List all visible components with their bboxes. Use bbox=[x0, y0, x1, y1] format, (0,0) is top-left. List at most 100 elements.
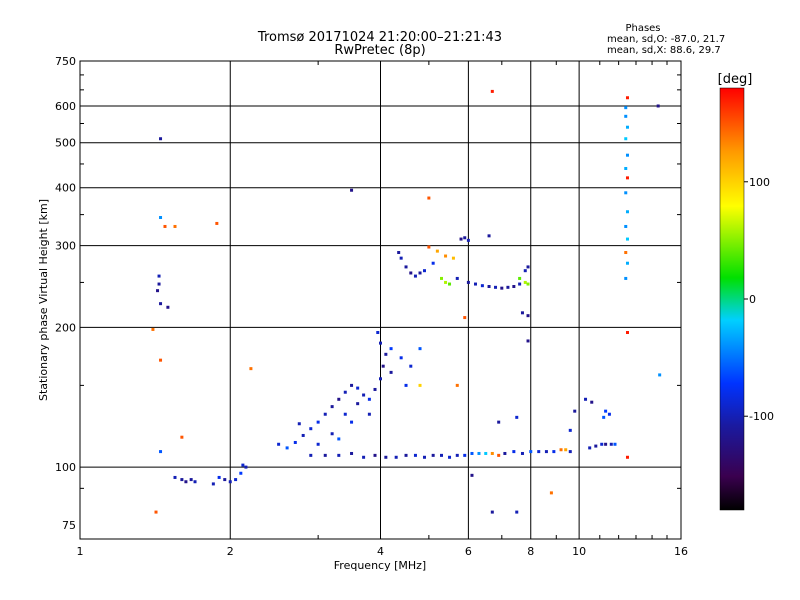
data-point bbox=[157, 274, 161, 278]
data-point bbox=[241, 463, 245, 467]
data-point bbox=[487, 234, 491, 238]
data-point bbox=[512, 285, 516, 289]
data-point bbox=[350, 383, 354, 387]
data-point bbox=[451, 256, 455, 260]
data-point bbox=[624, 251, 628, 255]
data-point bbox=[159, 450, 163, 454]
data-point bbox=[448, 282, 452, 286]
data-point bbox=[435, 249, 439, 253]
data-point bbox=[159, 216, 163, 220]
data-point bbox=[503, 451, 507, 455]
data-point bbox=[625, 331, 629, 335]
data-point bbox=[490, 89, 494, 93]
data-point bbox=[173, 475, 177, 479]
data-point bbox=[389, 370, 393, 374]
data-points bbox=[151, 89, 662, 514]
data-point bbox=[350, 451, 354, 455]
data-point bbox=[463, 453, 467, 457]
data-point bbox=[234, 478, 238, 482]
x-tick-label: 1 bbox=[77, 545, 84, 558]
data-point bbox=[356, 402, 360, 406]
data-point bbox=[397, 251, 401, 255]
data-point bbox=[624, 166, 628, 170]
data-point bbox=[584, 397, 588, 401]
data-point bbox=[211, 482, 215, 486]
data-point bbox=[625, 237, 629, 241]
data-point bbox=[384, 352, 388, 356]
x-tick-label: 2 bbox=[227, 545, 234, 558]
data-point bbox=[418, 347, 422, 351]
data-point bbox=[373, 453, 377, 457]
data-point bbox=[518, 282, 522, 286]
data-point bbox=[444, 280, 448, 284]
data-point bbox=[293, 440, 297, 444]
data-point bbox=[189, 478, 193, 482]
data-point bbox=[658, 373, 662, 377]
data-point bbox=[367, 412, 371, 416]
data-point bbox=[559, 448, 563, 452]
x-tick-label: 4 bbox=[377, 545, 384, 558]
y-axis-label: Stationary phase Virtual Height [km] bbox=[37, 199, 50, 401]
data-point bbox=[228, 480, 232, 484]
data-point bbox=[316, 442, 320, 446]
data-point bbox=[418, 271, 422, 275]
data-point bbox=[337, 437, 341, 441]
data-point bbox=[656, 104, 660, 108]
data-point bbox=[404, 265, 408, 269]
data-point bbox=[568, 428, 572, 432]
data-point bbox=[490, 451, 494, 455]
data-point bbox=[343, 412, 347, 416]
data-point bbox=[409, 364, 413, 368]
data-point bbox=[440, 276, 444, 280]
colorbar-ticks: 100 0 -100 bbox=[744, 176, 774, 423]
data-point bbox=[244, 465, 248, 469]
data-point bbox=[337, 397, 341, 401]
data-point bbox=[624, 224, 628, 228]
data-point bbox=[594, 444, 598, 448]
x-tick-label: 10 bbox=[572, 545, 586, 558]
data-point bbox=[512, 450, 516, 454]
data-point bbox=[379, 377, 382, 381]
data-point bbox=[330, 432, 334, 436]
data-point bbox=[422, 269, 426, 273]
data-point bbox=[490, 510, 494, 514]
data-point bbox=[624, 191, 628, 195]
data-point bbox=[399, 256, 403, 260]
data-point bbox=[440, 453, 444, 457]
data-point bbox=[625, 261, 629, 265]
data-point bbox=[409, 271, 413, 275]
data-point bbox=[470, 451, 474, 455]
data-point bbox=[413, 274, 417, 278]
data-point bbox=[239, 471, 243, 475]
data-point bbox=[301, 433, 305, 437]
y-tick-label: 500 bbox=[55, 137, 76, 150]
data-point bbox=[215, 221, 219, 225]
grid-lines bbox=[80, 61, 681, 539]
data-point bbox=[159, 137, 163, 141]
data-point bbox=[480, 284, 484, 288]
data-point bbox=[564, 448, 568, 452]
data-point bbox=[544, 450, 548, 454]
data-point bbox=[588, 446, 592, 450]
data-point bbox=[330, 405, 334, 409]
data-point bbox=[159, 302, 163, 306]
data-point bbox=[473, 282, 477, 286]
y-tick-label: 100 bbox=[55, 461, 76, 474]
legend-line-o: mean, sd,O: -87.0, 21.7 bbox=[607, 34, 725, 45]
data-point bbox=[523, 269, 527, 273]
data-point bbox=[223, 478, 227, 482]
data-point bbox=[362, 455, 366, 459]
data-point bbox=[607, 412, 611, 416]
chart-subtitle: RwPretec (8p) bbox=[334, 43, 425, 58]
data-point bbox=[459, 237, 463, 241]
data-point bbox=[573, 409, 577, 413]
legend-line-x: mean, sd,X: 88.6, 29.7 bbox=[607, 45, 721, 56]
data-point bbox=[337, 453, 341, 457]
data-point bbox=[379, 341, 382, 345]
x-axis-label: Frequency [MHz] bbox=[334, 559, 426, 572]
data-point bbox=[552, 450, 556, 454]
data-point bbox=[515, 415, 519, 419]
data-point bbox=[625, 176, 629, 180]
data-point bbox=[463, 236, 467, 240]
